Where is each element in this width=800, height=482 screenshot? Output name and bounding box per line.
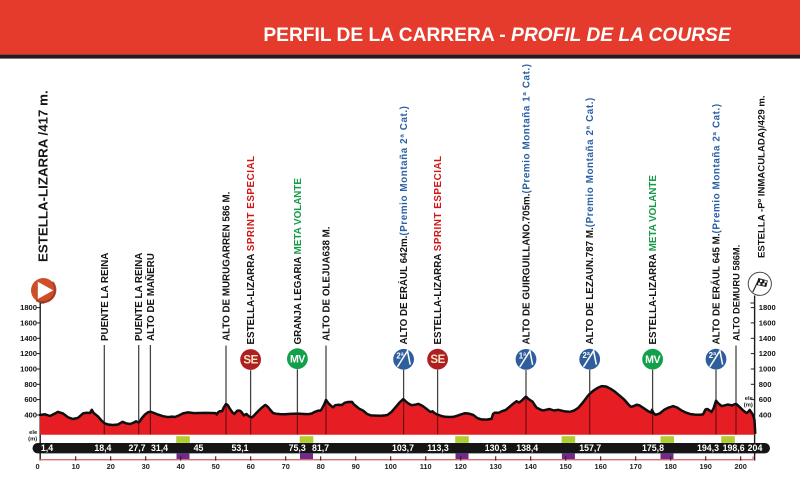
svg-text:18,4: 18,4 [94,443,111,453]
svg-text:GRANJA LEGARIA META VOLANTE: GRANJA LEGARIA META VOLANTE [293,178,304,345]
svg-text:ele: ele [745,396,754,402]
svg-text:ALTO DE ERÁUL 642m.(Premio Mon: ALTO DE ERÁUL 642m.(Premio Montaña 2ª Ca… [398,105,410,344]
svg-text:ele: ele [29,430,38,436]
svg-text:1600: 1600 [759,319,776,328]
svg-text:0: 0 [35,462,39,471]
svg-text:ESTELLA-LIZARRA SPRINT ESPECIA: ESTELLA-LIZARRA SPRINT ESPECIAL [246,155,257,344]
svg-text:SE: SE [243,354,258,366]
svg-text:198,6: 198,6 [723,443,745,453]
svg-text:180: 180 [665,462,677,471]
svg-text:30: 30 [142,462,150,471]
svg-text:1400: 1400 [759,334,776,343]
svg-text:600: 600 [759,395,772,404]
svg-text:150: 150 [560,462,572,471]
svg-text:1200: 1200 [759,349,776,358]
svg-text:60: 60 [247,462,255,471]
svg-text:110: 110 [420,462,432,471]
svg-text:2ª: 2ª [709,351,716,360]
svg-text:1ª: 1ª [519,351,526,360]
svg-text:ALTO DEMURU 586M.: ALTO DEMURU 586M. [731,245,741,341]
svg-text:400: 400 [759,411,772,420]
svg-text:1000: 1000 [759,365,776,374]
svg-text:130,3: 130,3 [485,443,507,453]
svg-text:1800: 1800 [759,303,776,312]
svg-text:1600: 1600 [20,319,37,328]
svg-text:40: 40 [177,462,185,471]
svg-text:ESTELLA-LIZARRA META VOLANTE: ESTELLA-LIZARRA META VOLANTE [648,175,659,345]
svg-text:175,8: 175,8 [642,443,664,453]
svg-text:(m): (m) [744,403,753,409]
svg-text:ALTO DE MURUGARREN 586 M.: ALTO DE MURUGARREN 586 M. [222,191,233,341]
svg-text:2ª: 2ª [396,351,403,360]
svg-text:PUENTE LA REINA: PUENTE LA REINA [134,253,145,341]
svg-text:800: 800 [759,380,772,389]
svg-text:ALTO DE MAÑERU: ALTO DE MAÑERU [146,253,157,341]
svg-text:70: 70 [282,462,290,471]
svg-text:ESTELLA-LIZARRA SPRINT ESPECIA: ESTELLA-LIZARRA SPRINT ESPECIAL [433,155,444,344]
svg-text:400: 400 [24,411,37,420]
svg-text:1,4: 1,4 [41,443,53,453]
svg-text:SE: SE [430,354,445,366]
svg-text:PERFIL DE LA CARRERA - PROFIL: PERFIL DE LA CARRERA - PROFIL DE LA COUR… [263,25,731,46]
svg-text:194,3: 194,3 [697,443,719,453]
svg-text:600: 600 [24,395,37,404]
svg-text:100: 100 [385,462,397,471]
svg-text:MV: MV [290,353,305,365]
svg-text:204: 204 [748,443,763,453]
svg-text:90: 90 [352,462,360,471]
svg-text:ALTO DE GUIRGUILLANO.705m.(Pre: ALTO DE GUIRGUILLANO.705m.(Premio Montañ… [522,63,533,344]
svg-text:ALTO DE LEZAUN.787 M.(Premio M: ALTO DE LEZAUN.787 M.(Premio Montaña 2ª … [585,97,596,344]
svg-text:75,3: 75,3 [289,443,306,453]
svg-text:10: 10 [72,462,80,471]
svg-text:113,3: 113,3 [427,443,449,453]
svg-text:800: 800 [24,380,37,389]
svg-text:1000: 1000 [20,365,37,374]
svg-text:157,7: 157,7 [579,443,601,453]
svg-text:80: 80 [317,462,325,471]
svg-text:160: 160 [595,462,607,471]
svg-text:170: 170 [630,462,642,471]
svg-text:1800: 1800 [20,303,37,312]
svg-text:1400: 1400 [20,334,37,343]
svg-text:ESTELLA -Pº INMACULADA)/429 m: ESTELLA -Pº INMACULADA)/429 m. [757,95,768,258]
svg-text:81,7: 81,7 [312,443,329,453]
svg-text:(m): (m) [28,437,37,443]
svg-text:50: 50 [212,462,220,471]
svg-text:138,4: 138,4 [516,443,538,453]
svg-text:2ª: 2ª [583,351,590,360]
svg-text:130: 130 [490,462,502,471]
svg-text:45: 45 [194,443,204,453]
svg-text:MV: MV [645,354,660,366]
svg-text:20: 20 [107,462,115,471]
svg-text:1200: 1200 [20,349,37,358]
svg-text:140: 140 [525,462,537,471]
svg-text:ALTO DE OLEJUA638 M.: ALTO DE OLEJUA638 M. [322,226,333,341]
svg-text:31,4: 31,4 [151,443,168,453]
svg-text:PUENTE LA REINA: PUENTE LA REINA [100,253,111,341]
svg-text:27,7: 27,7 [128,443,145,453]
svg-text:190: 190 [700,462,712,471]
svg-text:200: 200 [735,462,747,471]
svg-text:ALTO DE ERÁUL 645 M.(Premio Mo: ALTO DE ERÁUL 645 M.(Premio Montaña 2ª C… [711,103,723,344]
svg-text:120: 120 [455,462,467,471]
svg-text:ESTELLA-LIZARRA /417 m.: ESTELLA-LIZARRA /417 m. [36,90,51,262]
svg-text:53,1: 53,1 [231,443,248,453]
svg-text:103,7: 103,7 [392,443,414,453]
